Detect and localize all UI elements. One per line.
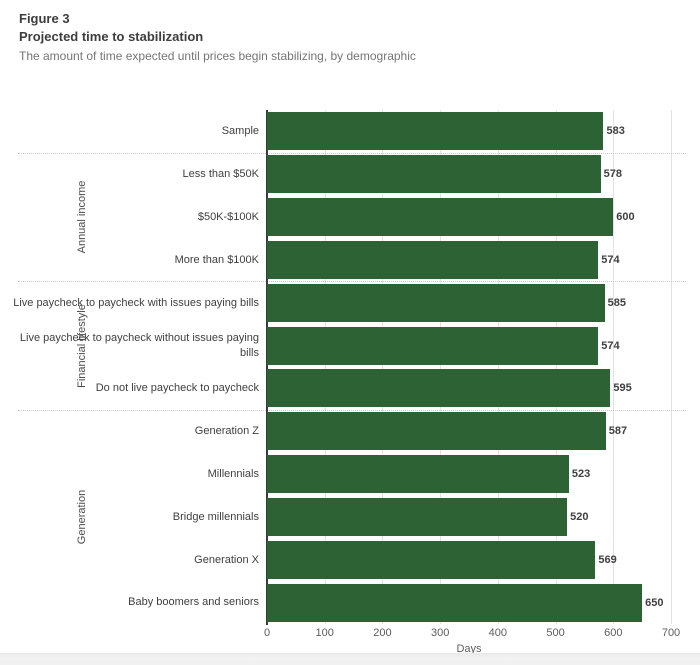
bar — [267, 497, 568, 536]
chart-row: Less than $50K 578 — [0, 153, 700, 196]
page-background-strip — [0, 653, 700, 665]
figure-label: Figure 3 — [19, 11, 70, 26]
gridline-700 — [671, 110, 672, 624]
bar — [267, 198, 614, 237]
bar — [267, 326, 599, 365]
bar-value-label: 574 — [601, 253, 620, 266]
row-track: 587 — [267, 410, 671, 453]
row-label: Generation X — [194, 553, 259, 566]
plot-area-gridlines — [267, 110, 672, 624]
group-separator — [18, 281, 686, 283]
bar-value-label: 600 — [616, 211, 635, 224]
x-axis: 0 100 200 300 400 500 600 700 — [263, 627, 680, 641]
x-tick-label: 700 — [661, 627, 681, 639]
row-label: Less than $50K — [182, 168, 259, 181]
bar-value-label: 569 — [598, 553, 617, 566]
x-tick-label: 300 — [430, 627, 450, 639]
bar — [267, 112, 604, 151]
x-tick-label: 100 — [315, 627, 334, 639]
bar-value-label: 578 — [603, 168, 622, 181]
row-track: 523 — [267, 453, 671, 496]
figure-subtitle: The amount of time expected until prices… — [19, 49, 416, 63]
x-axis-title: Days — [456, 643, 482, 655]
row-track: 600 — [267, 196, 671, 239]
row-label: Live paycheck to paycheck without issues… — [19, 332, 259, 359]
chart-row: Live paycheck to paycheck with issues pa… — [0, 281, 700, 324]
bar-value-label: 585 — [607, 296, 626, 309]
figure-header: Figure 3 Projected time to stabilization… — [19, 11, 416, 64]
row-track: 520 — [267, 495, 671, 538]
row-label: Millennials — [207, 467, 259, 480]
row-track: 574 — [267, 238, 671, 281]
figure-title: Projected time to stabilization — [19, 29, 204, 44]
gridline-600 — [613, 110, 615, 624]
chart-row: Bridge millennials 520 — [0, 495, 700, 538]
chart-row: Millennials 523 — [0, 453, 700, 496]
row-track: 585 — [267, 281, 671, 324]
bar — [267, 240, 599, 279]
bar-value-label: 650 — [645, 596, 664, 609]
bar-value-label: 587 — [608, 425, 628, 438]
row-label: $50K-$100K — [197, 210, 259, 223]
bar-chart: Annual income Financial lifestyle Generati… — [0, 110, 700, 665]
gridline-400 — [497, 110, 499, 624]
chart-row: Sample 583 — [0, 110, 700, 153]
bar — [267, 455, 569, 494]
x-tick-label: 200 — [373, 627, 392, 639]
row-label: Sample — [221, 125, 259, 138]
bar — [267, 540, 596, 579]
chart-rows: Sample 583 Less than $50K 578 $50K-$100K 600 M… — [0, 110, 700, 624]
bar — [267, 369, 611, 408]
chart-row: Generation X 569 — [0, 538, 700, 581]
group-separator — [18, 152, 686, 154]
row-track: 595 — [267, 367, 671, 410]
bar-value-label: 583 — [606, 125, 625, 138]
row-track: 569 — [267, 538, 671, 581]
chart-row: Baby boomers and seniors 650 — [0, 581, 700, 624]
bar — [267, 283, 605, 322]
gridline-200 — [382, 110, 384, 624]
x-tick-label: 400 — [488, 627, 508, 639]
bar-value-label: 523 — [571, 468, 591, 481]
bar — [267, 583, 643, 622]
row-track: 574 — [267, 324, 671, 367]
bar — [267, 412, 606, 451]
y-axis-baseline — [266, 110, 268, 625]
row-label: Bridge millennials — [172, 510, 259, 523]
x-tick-label: 600 — [604, 627, 623, 639]
group-separator — [18, 409, 686, 411]
gridline-100 — [324, 110, 326, 624]
row-label: Baby boomers and seniors — [128, 596, 259, 609]
x-tick-label: 0 — [263, 627, 271, 639]
bar-value-label: 595 — [613, 382, 632, 395]
bar-value-label: 520 — [570, 510, 589, 523]
row-track: 650 — [267, 581, 671, 624]
gridline-500 — [555, 110, 557, 624]
chart-row: Generation Z 587 — [0, 410, 700, 453]
row-track: 583 — [267, 110, 671, 153]
row-track: 578 — [267, 153, 671, 196]
bar-value-label: 574 — [601, 339, 620, 352]
chart-row: Live paycheck to paycheck without issues… — [0, 324, 700, 367]
chart-row: $50K-$100K 600 — [0, 196, 700, 239]
chart-row: More than $100K 574 — [0, 238, 700, 281]
row-label: Do not live paycheck to paycheck — [95, 382, 259, 395]
chart-row: Do not live paycheck to paycheck 595 — [0, 367, 700, 410]
bar — [267, 155, 601, 194]
gridline-300 — [440, 110, 442, 624]
row-label: More than $100K — [174, 253, 259, 266]
x-tick-label: 500 — [546, 627, 565, 639]
row-label: Live paycheck to paycheck with issues pa… — [13, 296, 259, 309]
row-label: Generation Z — [194, 425, 259, 438]
